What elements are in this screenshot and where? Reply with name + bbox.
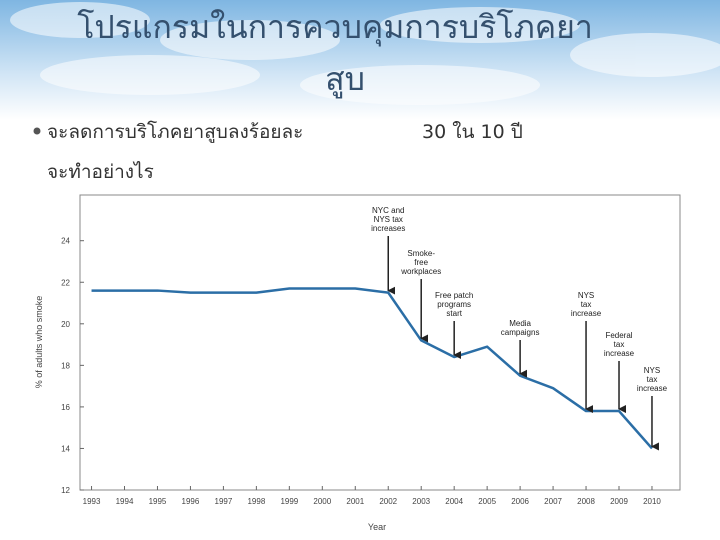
plot-frame bbox=[79, 194, 681, 491]
annotation-text: start bbox=[446, 309, 462, 318]
bullet-text: จะทำอย่างไร bbox=[47, 161, 154, 183]
bullet-text: จะลดการบริโภคยาสูบลงร้อยละ bbox=[47, 120, 303, 143]
x-tick-label: 2004 bbox=[445, 497, 463, 506]
x-tick-label: 2009 bbox=[610, 497, 628, 506]
annotation-text: NYS bbox=[578, 291, 594, 300]
y-tick-label: 16 bbox=[61, 403, 70, 412]
data-line bbox=[91, 287, 653, 450]
x-tick-label: 1994 bbox=[116, 497, 134, 506]
x-tick-label: 2007 bbox=[544, 497, 562, 506]
y-tick-label: 12 bbox=[61, 486, 70, 495]
x-axis-label: Year bbox=[368, 522, 386, 532]
annotation-text: tax bbox=[614, 340, 625, 349]
slide-title: สูบ bbox=[325, 60, 365, 99]
x-tick-label: 1993 bbox=[83, 497, 101, 506]
annotation-text: tax bbox=[647, 375, 658, 384]
y-tick-label: 24 bbox=[61, 237, 70, 246]
x-tick-label: 2000 bbox=[313, 497, 331, 506]
annotation-text: campaigns bbox=[501, 328, 540, 337]
x-tick-label: 2010 bbox=[643, 497, 661, 506]
annotation-text: Federal bbox=[605, 331, 632, 340]
x-tick-label: 2008 bbox=[577, 497, 595, 506]
y-tick-label: 14 bbox=[61, 444, 70, 453]
y-tick-label: 22 bbox=[61, 278, 70, 287]
annotation-text: free bbox=[414, 258, 428, 267]
annotation-text: increase bbox=[637, 384, 668, 393]
annotation-text: increases bbox=[371, 224, 405, 233]
y-tick-label: 18 bbox=[61, 361, 70, 370]
x-tick-label: 1995 bbox=[149, 497, 167, 506]
annotation-text: NYS tax bbox=[374, 215, 403, 224]
y-axis-label: % of adults who smoke bbox=[34, 296, 44, 389]
bullet-dot bbox=[33, 127, 41, 135]
x-tick-label: 2002 bbox=[379, 497, 397, 506]
x-tick-label: 1996 bbox=[182, 497, 200, 506]
x-tick-label: 1997 bbox=[215, 497, 233, 506]
annotation-text: NYC and bbox=[372, 206, 404, 215]
x-tick-label: 1998 bbox=[247, 497, 265, 506]
x-tick-label: 2003 bbox=[412, 497, 430, 506]
annotation-text: Smoke- bbox=[407, 249, 435, 258]
annotation-text: Media bbox=[509, 319, 531, 328]
annotation-text: tax bbox=[581, 300, 592, 309]
annotation-text: Free patch bbox=[435, 291, 473, 300]
annotation-text: increase bbox=[571, 309, 602, 318]
x-tick-label: 2005 bbox=[478, 497, 496, 506]
slide-title: โปรแกรมในการควบคุมการบริโภคยา bbox=[77, 8, 593, 47]
annotation-text: workplaces bbox=[400, 267, 441, 276]
annotation-text: programs bbox=[437, 300, 471, 309]
x-tick-label: 2001 bbox=[346, 497, 364, 506]
clouds bbox=[10, 2, 720, 105]
annotation-text: NYS bbox=[644, 366, 660, 375]
annotation-text: increase bbox=[604, 349, 635, 358]
x-tick-label: 2006 bbox=[511, 497, 529, 506]
y-tick-label: 20 bbox=[61, 320, 70, 329]
bullet-text: 30 ใน 10 ปี bbox=[422, 121, 523, 143]
x-tick-label: 1999 bbox=[280, 497, 298, 506]
